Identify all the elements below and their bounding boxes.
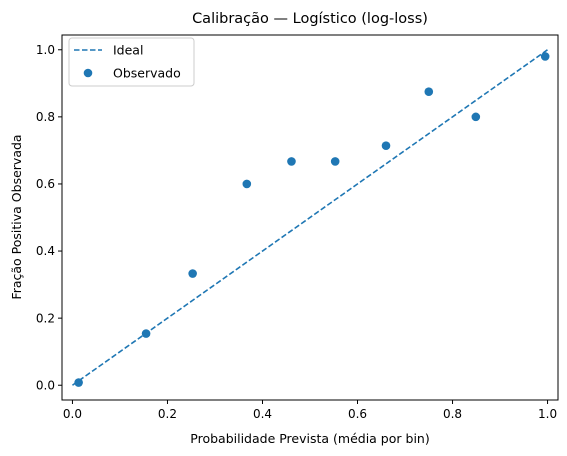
observed-point: [188, 269, 197, 278]
observed-point: [330, 157, 340, 166]
legend-observado-swatch: [83, 68, 93, 78]
y-tick-label: 0.4: [36, 244, 55, 258]
ideal-line: [71, 49, 549, 386]
y-tick-label: 0.0: [36, 378, 55, 392]
y-axis-label: Fração Positiva Observada: [9, 134, 24, 299]
x-tick-label: 0.2: [158, 407, 177, 421]
axes-frame: [61, 34, 559, 401]
observed-point: [424, 87, 434, 96]
observed-point: [287, 157, 296, 166]
x-tick-label: 0.8: [443, 407, 462, 421]
x-axis-ticks: 0.0 0.2 0.4 0.6 0.8 1.0: [63, 400, 557, 421]
legend-ideal-label: Ideal: [113, 43, 143, 58]
y-axis-ticks: 0.0 0.2 0.4 0.6 0.8 1.0: [36, 43, 62, 392]
observed-point: [141, 329, 151, 338]
observed-point: [540, 52, 550, 61]
chart-title: Calibração — Logístico (log-loss): [192, 11, 428, 27]
x-tick-label: 0.4: [253, 407, 272, 421]
observed-point: [471, 112, 481, 122]
y-tick-label: 1.0: [36, 43, 55, 57]
observed-point: [381, 141, 391, 151]
x-axis-label: Probabilidade Prevista (média por bin): [190, 431, 429, 446]
y-tick-label: 0.6: [36, 177, 55, 191]
legend: Ideal Observado: [68, 37, 195, 87]
observed-point: [242, 179, 252, 189]
legend-observado-label: Observado: [113, 66, 181, 81]
y-tick-label: 0.8: [36, 110, 55, 124]
observed-point: [74, 378, 83, 387]
y-tick-label: 0.2: [36, 311, 55, 325]
x-tick-label: 0.6: [348, 407, 367, 421]
x-tick-label: 0.0: [63, 407, 82, 421]
plot-area: [71, 49, 550, 387]
x-tick-label: 1.0: [538, 407, 557, 421]
